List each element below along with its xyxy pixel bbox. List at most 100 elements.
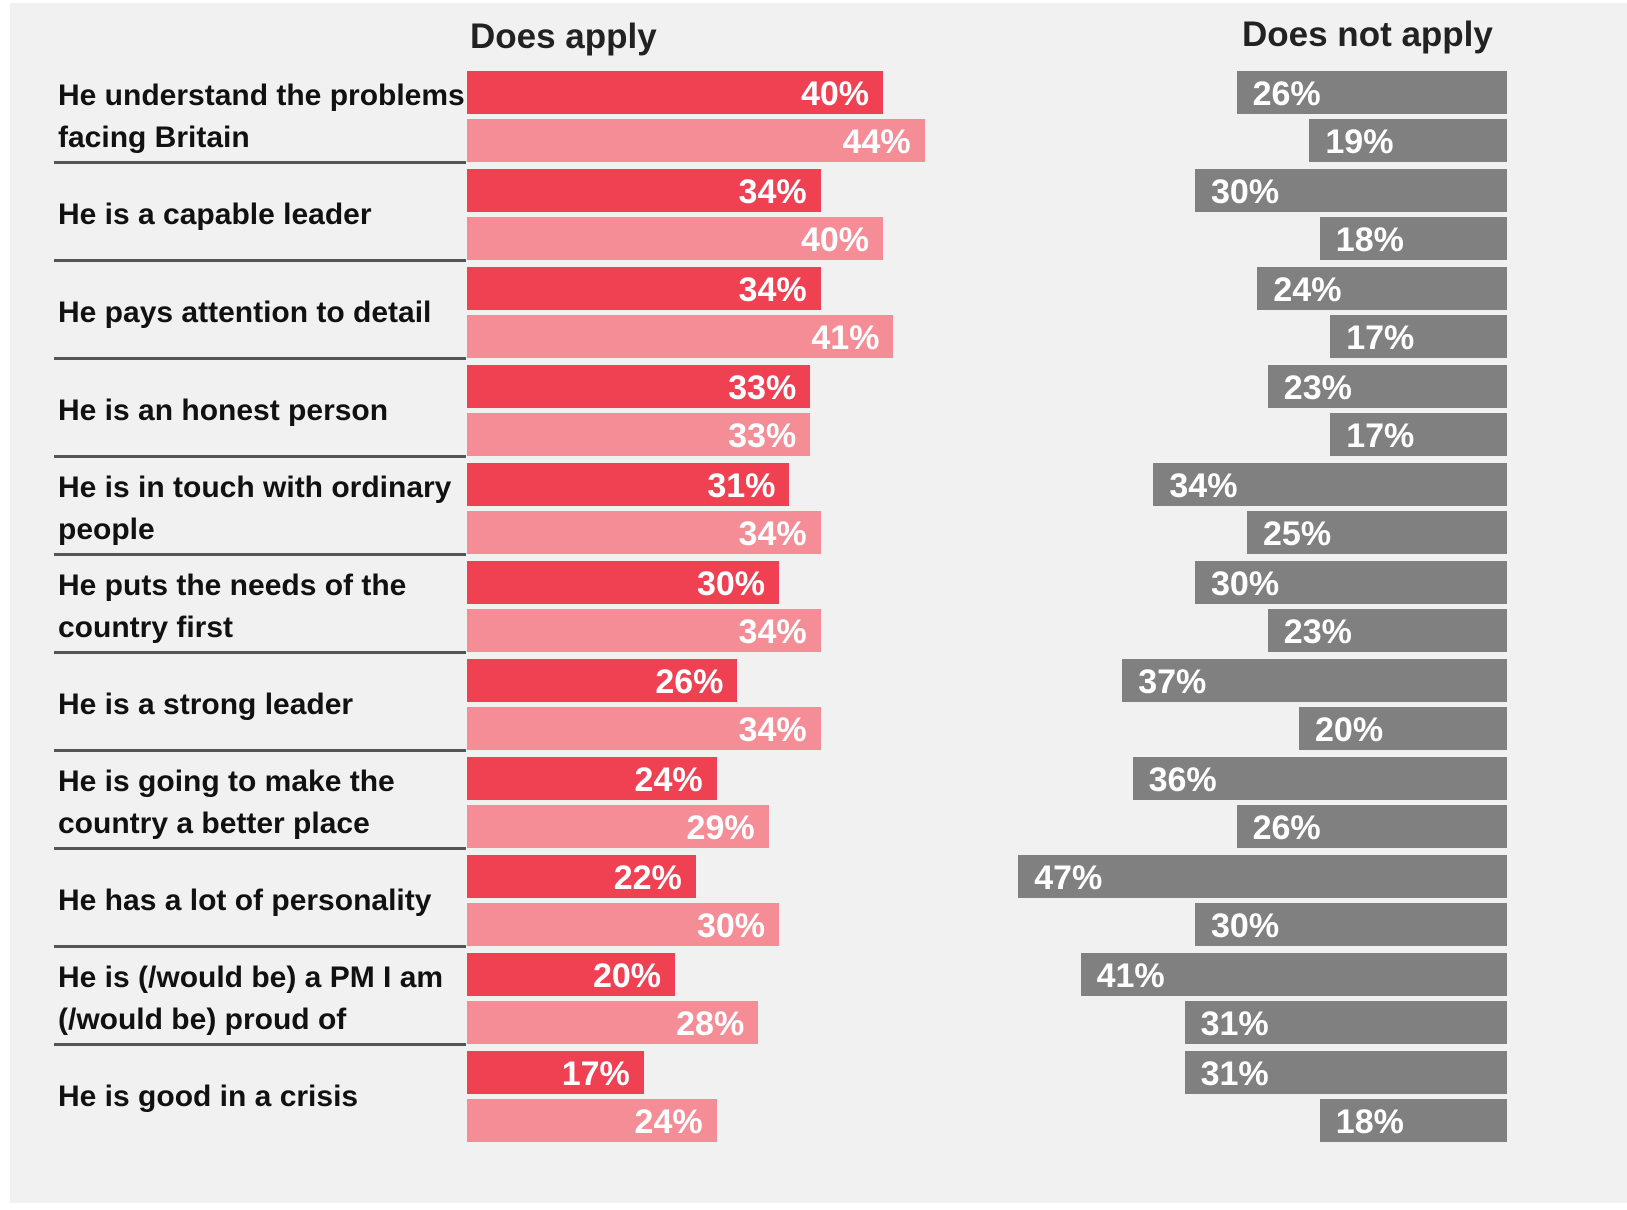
does-not-apply-bar [1236, 71, 1507, 114]
does-apply-bar [467, 267, 821, 310]
row-separator [54, 259, 466, 262]
does-not-apply-bar [1195, 169, 1507, 212]
does-not-apply-value-label: 18% [1335, 1103, 1404, 1141]
does-apply-bar [467, 561, 779, 604]
does-not-apply-value-label: 30% [1211, 565, 1280, 603]
row-separator [54, 161, 466, 164]
does-apply-value-label: 30% [696, 907, 765, 945]
does-not-apply-bar [1247, 511, 1507, 554]
does-not-apply-bar [1299, 707, 1507, 750]
does-not-apply-bar [1184, 1051, 1507, 1094]
row-separator [54, 651, 466, 654]
row-separator [54, 553, 466, 556]
does-apply-value-label: 40% [800, 75, 869, 113]
row-separator [54, 847, 466, 850]
row-label: He is (/would be) a PM I am (/would be) … [58, 961, 444, 1036]
does-not-apply-value-label: 31% [1200, 1005, 1269, 1043]
does-not-apply-value-label: 31% [1200, 1055, 1269, 1093]
does-apply-bar [467, 707, 821, 750]
does-apply-value-label: 41% [811, 319, 880, 357]
does-apply-value-label: 26% [655, 663, 724, 701]
does-apply-bar [467, 855, 696, 898]
does-apply-value-label: 34% [738, 271, 807, 309]
does-not-apply-bar [1195, 561, 1507, 604]
does-apply-header: Does apply [470, 17, 657, 56]
does-not-apply-value-label: 34% [1169, 467, 1238, 505]
row-label: He is in touch with ordinary people [58, 471, 452, 546]
does-apply-value-label: 24% [634, 761, 703, 799]
does-apply-value-label: 22% [613, 859, 682, 897]
does-not-apply-value-label: 25% [1263, 515, 1332, 553]
row-label: He is a strong leader [58, 688, 354, 721]
does-not-apply-value-label: 18% [1335, 221, 1404, 259]
row-label: He is a capable leader [58, 198, 372, 231]
does-apply-bar [467, 217, 883, 260]
does-not-apply-bar [1132, 757, 1507, 800]
does-apply-value-label: 30% [696, 565, 765, 603]
does-apply-bar [467, 315, 894, 358]
does-apply-value-label: 34% [738, 515, 807, 553]
does-not-apply-value-label: 24% [1273, 271, 1342, 309]
does-apply-bar [467, 1051, 644, 1094]
does-not-apply-value-label: 23% [1283, 613, 1352, 651]
does-not-apply-value-label: 26% [1252, 75, 1321, 113]
does-apply-bar [467, 71, 883, 114]
does-apply-bar [467, 169, 821, 212]
does-apply-bar [467, 805, 769, 848]
does-not-apply-value-label: 36% [1148, 761, 1217, 799]
does-apply-value-label: 17% [561, 1055, 630, 1093]
does-apply-bar [467, 953, 675, 996]
row-label: He puts the needs of the country first [58, 569, 407, 644]
does-not-apply-value-label: 17% [1346, 319, 1415, 357]
does-apply-bar [467, 1001, 759, 1044]
does-not-apply-bar [1330, 413, 1507, 456]
does-not-apply-value-label: 20% [1315, 711, 1384, 749]
does-not-apply-bar [1080, 953, 1507, 996]
row-label: He is going to make the country a better… [58, 765, 395, 840]
row-label: He pays attention to detail [58, 296, 432, 329]
does-apply-bar [467, 511, 821, 554]
row-separator [54, 749, 466, 752]
does-apply-value-label: 34% [738, 711, 807, 749]
does-not-apply-bar [1309, 119, 1507, 162]
does-apply-bar [467, 365, 811, 408]
does-not-apply-value-label: 47% [1034, 859, 1103, 897]
row-label: He is good in a crisis [58, 1080, 359, 1113]
does-apply-value-label: 34% [738, 173, 807, 211]
does-not-apply-value-label: 37% [1138, 663, 1207, 701]
does-not-apply-bar [1122, 659, 1507, 702]
does-apply-value-label: 31% [707, 467, 776, 505]
does-not-apply-value-label: 30% [1211, 907, 1280, 945]
does-apply-bar [467, 903, 779, 946]
does-not-apply-bar [1153, 463, 1507, 506]
row-separator [54, 945, 466, 948]
does-apply-value-label: 33% [728, 369, 797, 407]
does-apply-value-label: 20% [592, 957, 661, 995]
does-not-apply-value-label: 19% [1325, 123, 1394, 161]
does-not-apply-value-label: 17% [1346, 417, 1415, 455]
does-not-apply-bar [1018, 855, 1507, 898]
does-apply-bar [467, 757, 717, 800]
chart-panel: Does apply Does not apply He understand … [10, 3, 1627, 1203]
does-not-apply-bar [1195, 903, 1507, 946]
does-apply-bar [467, 463, 790, 506]
does-not-apply-header: Does not apply [1242, 15, 1493, 54]
does-apply-value-label: 34% [738, 613, 807, 651]
row-label: He is an honest person [58, 394, 389, 427]
does-apply-bar [467, 659, 738, 702]
does-apply-bar [467, 119, 925, 162]
row-separator [54, 357, 466, 360]
does-not-apply-bar [1184, 1001, 1507, 1044]
row-label: He has a lot of personality [58, 884, 432, 917]
does-not-apply-value-label: 30% [1211, 173, 1280, 211]
does-apply-value-label: 33% [728, 417, 797, 455]
does-not-apply-bar [1267, 609, 1507, 652]
does-not-apply-bar [1267, 365, 1507, 408]
does-not-apply-bar [1330, 315, 1507, 358]
does-apply-value-label: 29% [686, 809, 755, 847]
row-separator [54, 1043, 466, 1046]
does-apply-bar [467, 609, 821, 652]
row-label: He understand the problems facing Britai… [58, 79, 465, 154]
does-not-apply-bar [1236, 805, 1507, 848]
does-not-apply-value-label: 26% [1252, 809, 1321, 847]
